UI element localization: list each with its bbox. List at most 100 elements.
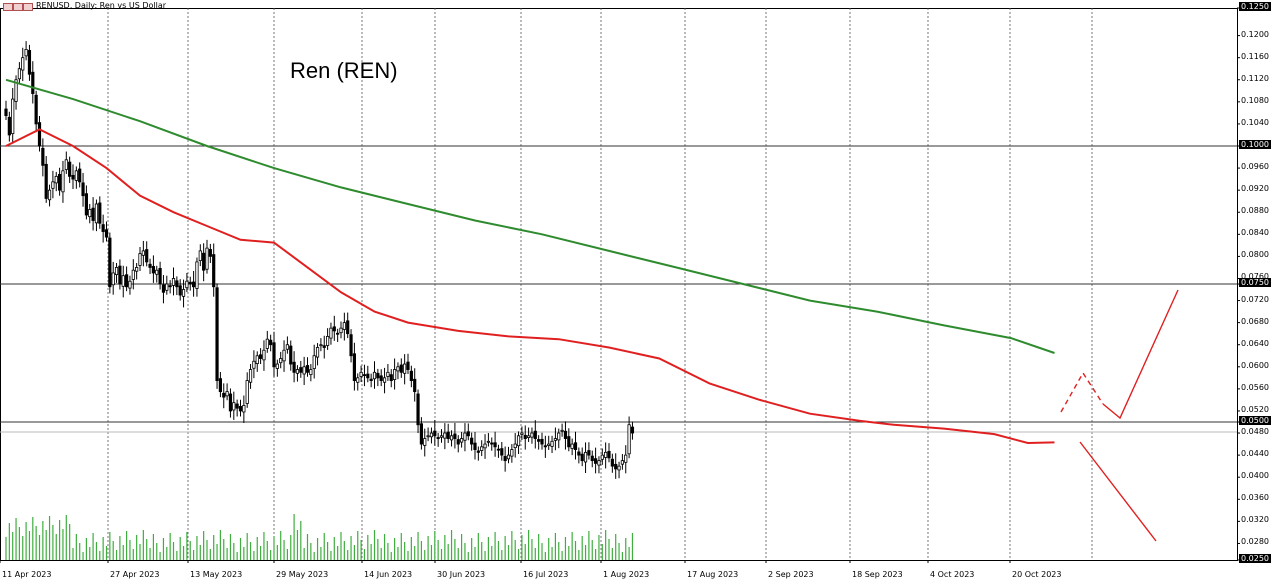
candle-up <box>547 443 551 446</box>
volume-bar <box>236 552 238 560</box>
volume-bar <box>55 534 57 560</box>
volume-bar <box>410 537 412 560</box>
volume-bar <box>129 540 131 560</box>
volume-bar <box>233 543 235 560</box>
candle-down <box>145 249 149 263</box>
candle-up <box>61 170 65 193</box>
volume-bar <box>524 544 526 560</box>
candle-up <box>553 438 558 441</box>
candle-down <box>108 237 112 288</box>
candle-up <box>372 371 377 380</box>
candle-up <box>459 438 464 443</box>
candle-up <box>21 57 25 71</box>
candle-down <box>101 224 105 232</box>
candle-down <box>178 285 182 296</box>
volume-bar <box>42 521 44 560</box>
x-tick-label: 16 Jul 2023 <box>523 570 569 579</box>
volume-bar <box>119 536 121 560</box>
candle-up <box>265 338 269 349</box>
volume-bar <box>340 532 342 560</box>
volume-bar <box>554 533 556 560</box>
volume-bar <box>578 550 580 560</box>
volume-bar <box>538 534 540 560</box>
candle-up <box>141 250 145 256</box>
candle-down <box>614 463 618 470</box>
candle-up <box>550 440 554 447</box>
candle-up <box>54 175 58 184</box>
x-tick-label: 30 Jun 2023 <box>437 570 486 579</box>
candle-down <box>409 370 413 382</box>
volume-bar <box>213 535 215 560</box>
volume-bar <box>206 540 208 560</box>
candle-up <box>171 278 176 286</box>
volume-bar <box>196 536 198 560</box>
candle-up <box>339 327 343 334</box>
candle-down <box>148 263 152 268</box>
volume-bar <box>18 527 20 560</box>
candle-down <box>258 354 263 359</box>
candle-down <box>446 431 450 439</box>
volume-bar <box>370 544 372 560</box>
candle-up <box>138 253 142 266</box>
volume-bar <box>85 538 87 560</box>
volume-bar <box>407 551 409 560</box>
volume-bar <box>59 520 61 560</box>
candle-down <box>607 450 611 459</box>
volume-bar <box>310 543 312 560</box>
volume-bar <box>223 539 225 560</box>
volume-bar <box>92 533 94 560</box>
candle-up <box>516 435 521 447</box>
volume-bar <box>69 524 71 560</box>
y-tick-label: 0.0840 <box>1241 228 1269 238</box>
candle-up <box>386 371 390 377</box>
candle-down <box>228 393 233 412</box>
volume-bar <box>424 550 426 560</box>
volume-bar <box>350 536 352 560</box>
candle-down <box>366 373 370 379</box>
y-tick-label: 0.0600 <box>1241 360 1269 370</box>
candle-up <box>463 432 467 441</box>
volume-bar <box>323 533 325 560</box>
candle-down <box>269 339 273 346</box>
candle-down <box>299 367 303 373</box>
candle-up <box>527 435 531 438</box>
moving-average-red <box>5 128 1055 445</box>
y-tick-label: 0.0440 <box>1241 449 1269 459</box>
volume-bar <box>149 548 151 560</box>
candle-down <box>399 364 403 373</box>
candle-down <box>161 284 166 293</box>
volume-bar <box>293 514 295 560</box>
volume-bar <box>360 540 362 560</box>
volume-bar <box>327 542 329 560</box>
volume-bar <box>621 552 623 560</box>
candle-up <box>279 358 283 364</box>
candle-up <box>185 280 189 289</box>
candle-down <box>71 174 75 180</box>
chart-header: RENUSD, Daily: Ren vs US Dollar <box>3 1 166 11</box>
candle-up <box>74 170 78 181</box>
x-tick-label: 1 Aug 2023 <box>603 570 650 579</box>
candle-down <box>84 193 88 216</box>
x-tick-label: 13 May 2023 <box>190 570 243 579</box>
candle-up <box>165 283 169 291</box>
volume-bar <box>457 548 459 560</box>
candle-up <box>252 360 256 369</box>
volume-bar <box>404 542 406 560</box>
volume-bar <box>38 535 41 560</box>
volume-bar <box>320 547 322 560</box>
candle-up <box>262 349 266 361</box>
volume-bar <box>79 543 81 560</box>
y-tick-label: 0.0680 <box>1241 316 1269 326</box>
candle-down <box>37 122 42 147</box>
candle-up <box>198 250 202 261</box>
candle-up <box>131 269 135 280</box>
candle-up <box>242 405 246 413</box>
volume-bar <box>584 545 587 560</box>
candle-up <box>88 209 92 218</box>
volume-bar <box>625 538 627 560</box>
candle-up <box>356 377 360 383</box>
volume-bar <box>337 546 339 560</box>
candle-up <box>255 355 259 364</box>
candle-up <box>302 366 306 375</box>
